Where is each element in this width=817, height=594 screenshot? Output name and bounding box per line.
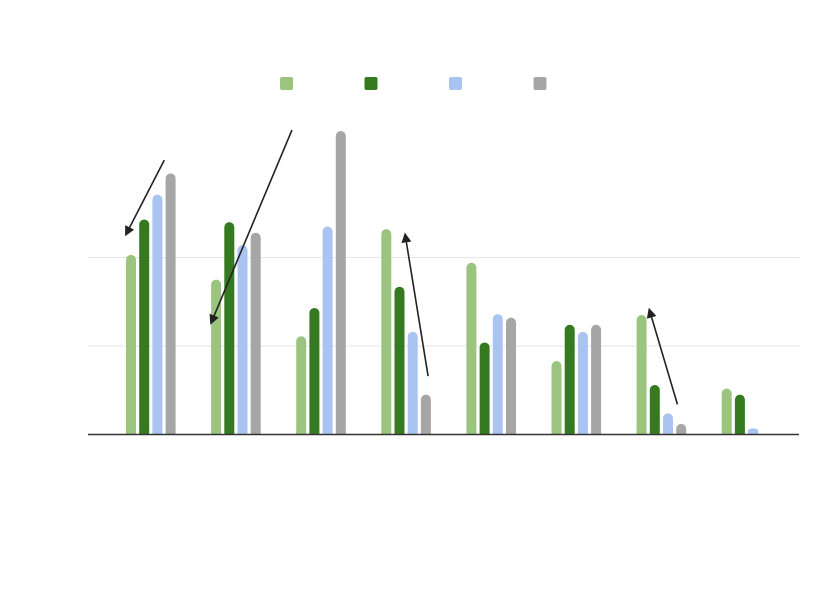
chart-legend — [280, 77, 547, 90]
legend-swatch — [280, 77, 293, 90]
bar — [492, 314, 503, 435]
bar — [139, 219, 150, 435]
gridlines — [88, 257, 799, 347]
annotation-arrows — [125, 129, 679, 405]
bar — [564, 324, 575, 435]
bar-base — [479, 429, 490, 435]
bar — [309, 307, 320, 435]
bar-group — [381, 229, 431, 435]
bar-base — [237, 429, 248, 435]
bar-base — [721, 429, 732, 435]
annotation-arrow — [209, 129, 293, 325]
bar-group — [636, 315, 687, 435]
bar — [394, 286, 405, 435]
bar-base — [224, 429, 235, 435]
bar — [237, 245, 248, 435]
bar — [551, 361, 562, 435]
bar — [636, 315, 647, 435]
bar-base — [564, 429, 575, 435]
bar — [734, 394, 745, 435]
bar-group — [211, 222, 261, 435]
bar-base — [126, 429, 136, 435]
bar-base — [152, 429, 163, 435]
bar-group — [296, 130, 346, 435]
bar — [296, 336, 307, 435]
bar — [165, 173, 176, 435]
bar-base — [407, 429, 418, 435]
bar — [224, 222, 235, 435]
bar-base — [591, 429, 602, 435]
legend-swatch — [449, 77, 462, 90]
annotation-arrow — [401, 232, 429, 377]
bar — [506, 317, 516, 435]
bar — [420, 394, 431, 435]
bar — [335, 130, 346, 435]
bar-group — [721, 388, 759, 435]
bar — [322, 226, 333, 435]
bar-base — [335, 429, 346, 435]
bar-group — [466, 262, 516, 435]
bars-group — [126, 130, 759, 435]
bar-base — [649, 429, 660, 435]
bar-base — [492, 429, 503, 435]
bar-group — [551, 324, 602, 435]
legend-swatch — [533, 77, 547, 90]
bar — [250, 232, 261, 435]
bar — [663, 413, 673, 435]
bar — [126, 254, 136, 435]
bar — [466, 262, 477, 435]
bar-base — [309, 429, 320, 435]
bar — [152, 194, 163, 435]
bar-base — [466, 429, 477, 435]
bar-base — [250, 429, 261, 435]
legend-swatch — [364, 77, 378, 90]
bar — [479, 342, 490, 435]
bar-base — [322, 429, 333, 435]
bar — [577, 331, 588, 435]
bar-base — [381, 429, 392, 435]
bar-base — [676, 429, 687, 435]
bar-base — [577, 429, 588, 435]
bar-base — [551, 429, 562, 435]
bar-base — [748, 429, 759, 435]
bar-base — [165, 429, 176, 435]
bar — [381, 229, 392, 435]
bar-base — [139, 429, 150, 435]
bar — [407, 331, 418, 435]
bar-base — [394, 429, 405, 435]
bar — [591, 324, 602, 435]
annotation-arrow — [125, 159, 166, 237]
bar-base — [663, 429, 673, 435]
bar-base — [636, 429, 647, 435]
bar-base — [506, 429, 516, 435]
bar-base — [420, 429, 431, 435]
bar-base — [211, 429, 222, 435]
bar-base — [734, 429, 745, 435]
bar-base — [296, 429, 307, 435]
annotation-arrow — [646, 307, 679, 405]
bar-group — [126, 173, 176, 435]
bar — [721, 388, 732, 435]
bar — [649, 384, 660, 435]
